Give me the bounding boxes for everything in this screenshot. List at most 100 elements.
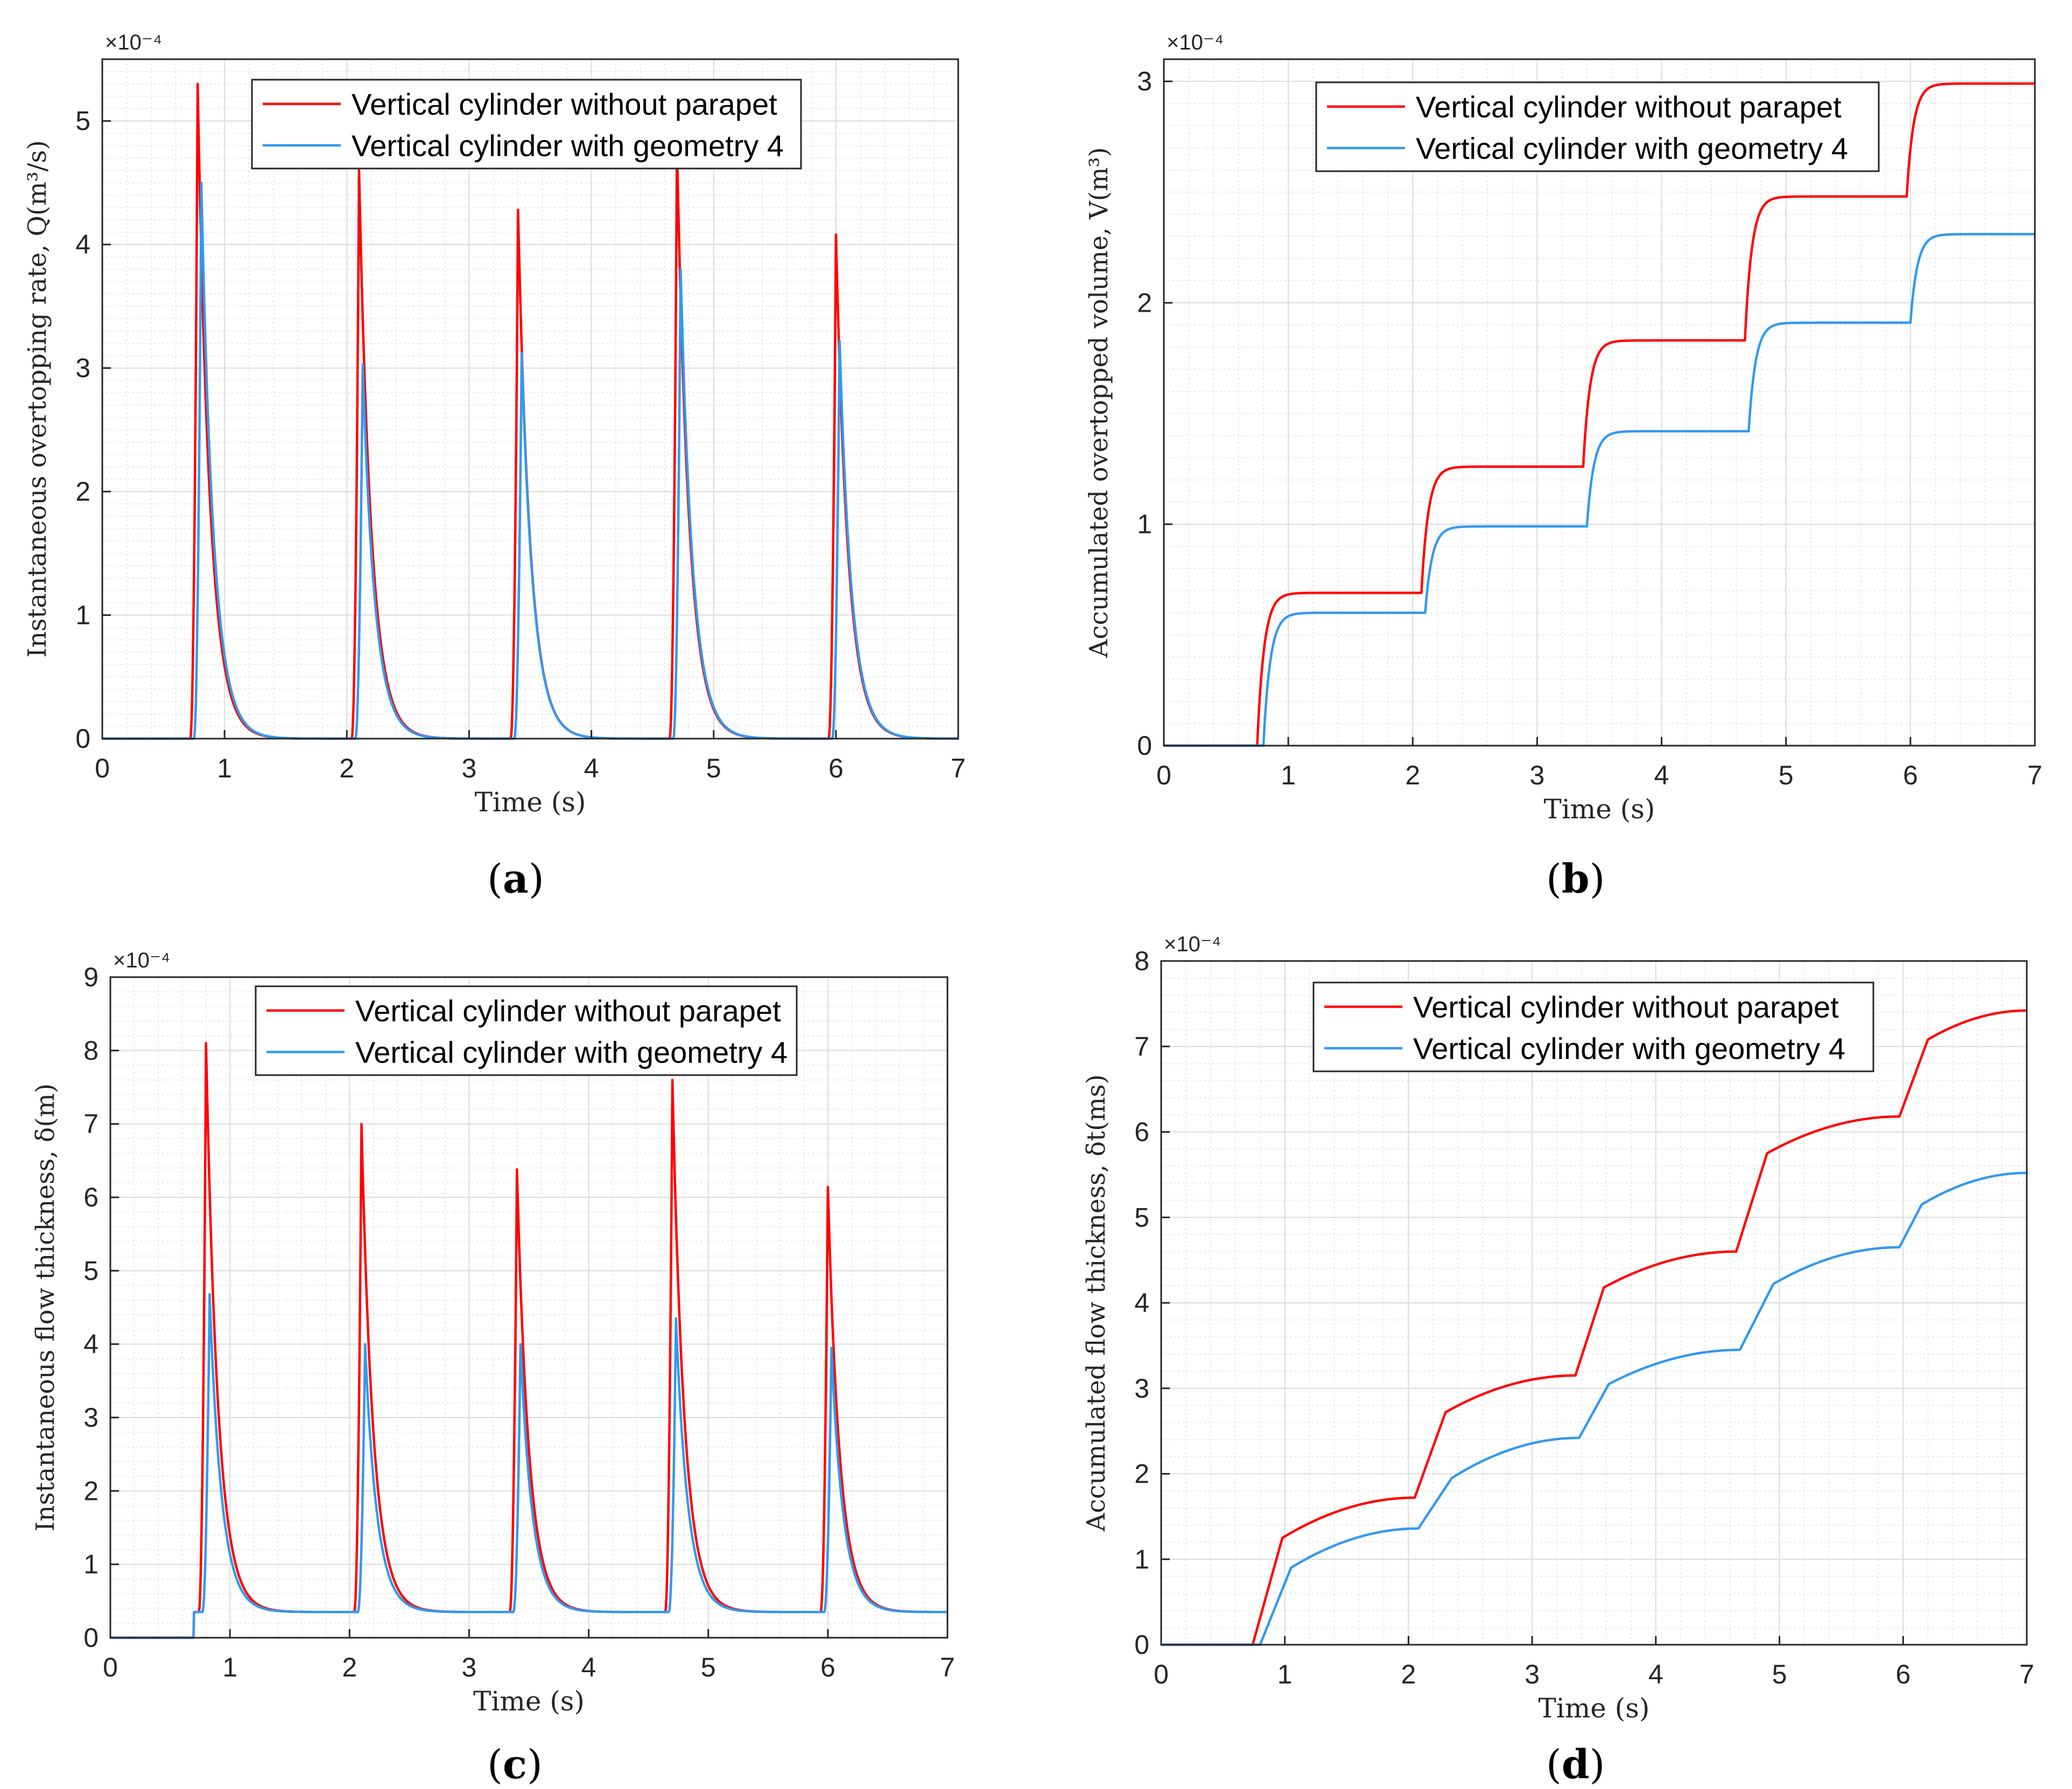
y-tick-label: 5	[75, 106, 90, 136]
y-tick-label: 1	[1137, 509, 1152, 539]
y-exponent-label: ×10⁻⁴	[105, 31, 162, 54]
x-tick-label: 7	[940, 1652, 955, 1682]
chart-b: 0 1 2 3 4 5 6 7 0 1 2 3 ×10⁻⁴ Time (s) Accumulated ove…	[1084, 31, 2042, 825]
caption-a: (a)	[487, 856, 544, 902]
caption-c: (c)	[487, 1742, 543, 1788]
series-line-1	[1160, 1009, 2028, 1646]
x-tick-label: 2	[342, 1652, 357, 1682]
y-tick-label: 8	[1134, 946, 1149, 976]
axes-box	[101, 58, 959, 740]
legend-label-2: Vertical cylinder with geometry 4	[1416, 131, 1848, 165]
y-tick-label: 5	[83, 1255, 99, 1286]
y-tick-label: 9	[83, 962, 99, 992]
series-line-1	[1163, 82, 2036, 747]
y-tick-label: 0	[75, 724, 90, 754]
y-tick-label: 1	[1134, 1544, 1149, 1574]
x-tick-label: 4	[581, 1652, 596, 1682]
x-tick-label: 6	[1903, 760, 1918, 790]
y-tick-label: 0	[83, 1623, 99, 1653]
legend-label-1: Vertical cylinder without parapet	[1416, 90, 1842, 124]
x-axis-label: Time (s)	[473, 1686, 585, 1717]
legend-box	[251, 79, 802, 170]
y-axis-label: Instantaneous flow thickness, δ(m)	[31, 1083, 60, 1531]
y-tick-label: 0	[1137, 731, 1152, 761]
x-tick-label: 1	[1281, 760, 1296, 790]
caption-d: (d)	[1546, 1742, 1605, 1788]
y-tick-label: 2	[1137, 287, 1152, 318]
x-tick-label: 1	[222, 1652, 237, 1682]
series-line-2	[1160, 1171, 2028, 1646]
y-tick-label: 2	[1134, 1459, 1149, 1489]
x-tick-label: 5	[706, 753, 721, 783]
x-tick-label: 0	[95, 753, 110, 783]
y-tick-label: 7	[1134, 1032, 1149, 1062]
x-tick-label: 3	[1530, 760, 1545, 790]
x-tick-label: 6	[820, 1652, 835, 1682]
x-tick-label: 0	[1156, 760, 1171, 790]
y-tick-label: 8	[83, 1035, 99, 1065]
y-tick-label: 3	[83, 1402, 99, 1433]
legend-label-1: Vertical cylinder without parapet	[1413, 990, 1839, 1024]
y-tick-label: 4	[1134, 1288, 1149, 1318]
caption-b: (b)	[1546, 856, 1605, 902]
series-line-2	[109, 1293, 949, 1639]
y-tick-label: 1	[83, 1549, 99, 1580]
chart-d: 0 1 2 3 4 5 6 7 0 1 2 3 4 5 6 7 8 ×10⁻⁴ Time (s) Accumulate…	[1081, 932, 2034, 1724]
y-tick-label: 0	[1134, 1630, 1149, 1660]
x-tick-label: 3	[462, 1652, 477, 1682]
x-tick-label: 5	[701, 1652, 716, 1682]
y-tick-label: 7	[83, 1109, 99, 1139]
x-tick-label: 7	[2027, 760, 2042, 790]
x-axis-label: Time (s)	[475, 787, 586, 818]
y-axis-label: Instantaneous overtopping rate, Q(m³/s)	[23, 140, 52, 657]
x-axis-label: Time (s)	[1539, 1693, 1650, 1724]
y-tick-label: 2	[83, 1476, 99, 1506]
axes-box	[109, 976, 949, 1639]
x-tick-label: 7	[2019, 1659, 2034, 1689]
legend-box	[1312, 981, 1874, 1072]
x-tick-label: 7	[951, 753, 966, 783]
legend-label-1: Vertical cylinder without parapet	[352, 87, 777, 121]
plot-area	[110, 977, 947, 1638]
y-exponent-label: ×10⁻⁴	[1167, 31, 1224, 54]
y-axis-label: Accumulated overtopped volume, V(m³)	[1084, 147, 1114, 658]
y-tick-label: 2	[75, 476, 90, 507]
plot-area	[1164, 59, 2035, 746]
x-tick-label: 5	[1772, 1659, 1787, 1689]
x-tick-label: 4	[1654, 760, 1669, 790]
legend-label-1: Vertical cylinder without parapet	[355, 994, 781, 1028]
legend-box	[255, 985, 798, 1076]
x-tick-label: 4	[1648, 1659, 1663, 1689]
y-tick-label: 1	[75, 600, 90, 630]
x-axis-label: Time (s)	[1544, 794, 1655, 825]
x-tick-label: 3	[1525, 1659, 1540, 1689]
plot-area	[102, 59, 958, 739]
y-tick-label: 3	[1134, 1373, 1149, 1404]
x-tick-label: 3	[462, 753, 477, 783]
y-exponent-label: ×10⁻⁴	[113, 949, 170, 972]
axes-box	[1163, 58, 2036, 747]
y-tick-label: 6	[83, 1182, 99, 1212]
y-exponent-label: ×10⁻⁴	[1164, 932, 1221, 956]
y-tick-label: 5	[1134, 1202, 1149, 1232]
x-tick-label: 0	[103, 1652, 118, 1682]
x-tick-label: 2	[1401, 1659, 1416, 1689]
y-tick-label: 4	[83, 1329, 99, 1359]
x-tick-label: 2	[339, 753, 354, 783]
x-tick-label: 5	[1779, 760, 1794, 790]
x-tick-label: 4	[584, 753, 599, 783]
x-tick-label: 2	[1405, 760, 1420, 790]
x-tick-label: 1	[1277, 1659, 1293, 1689]
series-line-2	[1163, 233, 2036, 747]
x-tick-label: 1	[217, 753, 232, 783]
legend-label-2: Vertical cylinder with geometry 4	[352, 129, 784, 163]
x-tick-label: 0	[1154, 1659, 1169, 1689]
legend-box	[1315, 81, 1880, 172]
chart-c: 0 1 2 3 4 5 6 7 0 1 2 3 4 5 6 7 8 9 ×10⁻⁴ Time (s) Instantan…	[31, 949, 955, 1717]
y-tick-label: 3	[1137, 66, 1152, 96]
legend-label-2: Vertical cylinder with geometry 4	[1413, 1032, 1845, 1065]
y-tick-label: 3	[75, 353, 90, 383]
y-tick-label: 4	[75, 229, 90, 259]
y-axis-label: Accumulated flow thickness, δt(ms)	[1081, 1074, 1111, 1532]
